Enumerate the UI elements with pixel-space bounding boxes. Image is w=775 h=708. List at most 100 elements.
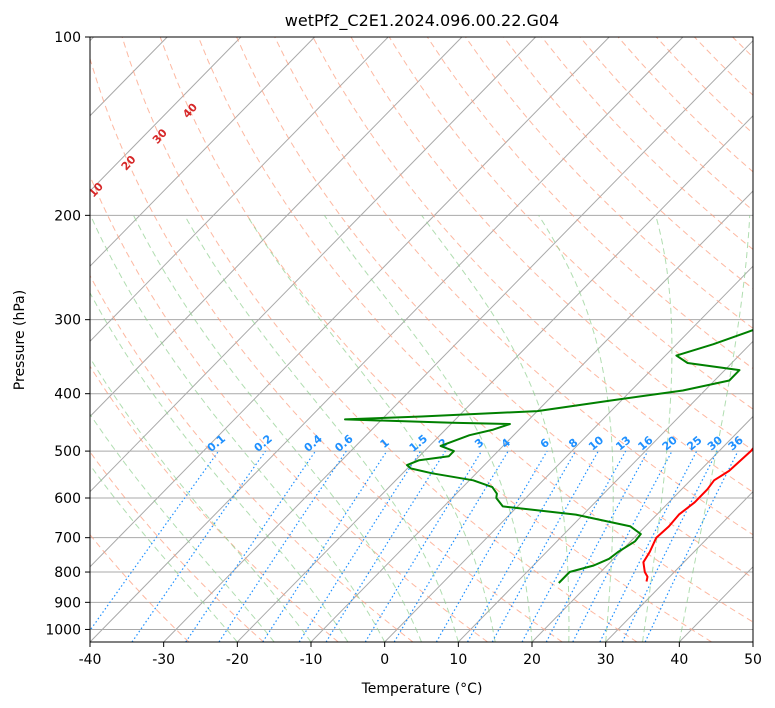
- dry-adiabat-line: [771, 37, 775, 642]
- mixing-ratio-line: [466, 450, 577, 642]
- x-tick-label: 10: [449, 652, 467, 668]
- x-tick-label: 0: [380, 652, 389, 668]
- y-tick-label: 900: [54, 595, 81, 611]
- chart-title: wetPf2_C2E1.2024.096.00.22.G04: [285, 11, 559, 31]
- moist-adiabat-line: [421, 215, 570, 642]
- mixing-ratio-line: [572, 450, 673, 642]
- mixing-ratio-line: [435, 450, 548, 642]
- mixing-ratio-line: [298, 450, 422, 642]
- dry-adiabat-line: [426, 37, 753, 370]
- dry-adiabat-line: [274, 37, 753, 536]
- moist-adiabat-line: [90, 215, 386, 642]
- dry-adiabat-line: [312, 37, 753, 493]
- dry-adiabat-line: [197, 37, 753, 623]
- isotherm-line: [605, 490, 753, 642]
- y-tick-label: 300: [54, 313, 81, 329]
- dry-adiabat-label: 20: [119, 153, 139, 173]
- dry-adiabat-line: [159, 37, 712, 642]
- dry-adiabat-line: [350, 37, 753, 451]
- mixing-ratio-line: [393, 450, 509, 642]
- mixing-ratio-line: [262, 450, 388, 642]
- mixing-ratio-label: 25: [684, 434, 704, 454]
- mixing-ratio-label: 20: [660, 433, 680, 453]
- y-tick-label: 500: [54, 444, 81, 460]
- x-tick-label: 30: [597, 652, 615, 668]
- moist-adiabat-line: [246, 215, 496, 642]
- isotherm-line: [163, 39, 753, 642]
- series-layer: [344, 329, 753, 584]
- dry-adiabat-line: [503, 37, 753, 290]
- dry-adiabat-line: [579, 37, 753, 212]
- dry-adiabat-line: [90, 175, 488, 642]
- isotherm-line: [90, 37, 315, 267]
- y-tick-label: 700: [54, 531, 81, 547]
- dry-adiabat-line: [694, 37, 753, 96]
- dry-adiabat-line: [236, 37, 753, 579]
- x-tick-label: 40: [670, 652, 688, 668]
- mixing-ratio-label: 13: [613, 434, 633, 454]
- x-tick-label: -10: [300, 652, 323, 668]
- grid-layer: [90, 37, 753, 630]
- mixing-ratio-line: [364, 450, 483, 642]
- mixing-ratio-label: 30: [705, 433, 725, 453]
- mixing-ratio-label: 36: [726, 433, 746, 453]
- moist-adiabat-line: [184, 215, 459, 642]
- isotherm-line: [90, 37, 536, 493]
- isotherm-line: [531, 415, 753, 642]
- y-tick-label: 1000: [45, 622, 81, 638]
- moist-adiabat-line: [90, 291, 349, 642]
- x-tick-label: -20: [226, 652, 249, 668]
- moist-adiabat-line: [133, 215, 422, 642]
- isotherm-line: [90, 37, 610, 568]
- isotherm-line: [384, 265, 753, 642]
- x-tick-label: 20: [523, 652, 541, 668]
- line-label-layer: 0.10.20.40.611.52346810131620253036-100-…: [16, 100, 746, 454]
- dry-adiabat-label: 30: [150, 126, 170, 146]
- isotherm-line: [457, 340, 753, 642]
- y-tick-label: 800: [54, 565, 81, 581]
- mixing-ratio-line: [90, 450, 220, 632]
- dry-adiabat-label: -10: [16, 235, 39, 259]
- dry-adiabat-line: [732, 37, 753, 58]
- x-axis-label: Temperature (°C): [361, 681, 483, 697]
- y-tick-label: 600: [54, 491, 81, 507]
- isotherm-line: [310, 190, 753, 642]
- y-tick-label: 200: [54, 208, 81, 224]
- moist-adiabat-line: [90, 464, 238, 642]
- dry-adiabat-label: 40: [180, 100, 200, 120]
- isotherm-line: [90, 37, 242, 192]
- moist-adiabat-line: [90, 356, 312, 642]
- dry-adiabat-line: [388, 37, 753, 410]
- dry-adiabat-layer: [90, 37, 775, 642]
- isotherm-line: [90, 37, 684, 642]
- mixing-ratio-label: 3: [472, 436, 486, 451]
- mixing-ratio-line: [131, 450, 266, 642]
- profile-series-line: [344, 329, 753, 584]
- mixing-ratio-layer: [90, 450, 739, 642]
- moist-adiabat-line: [323, 215, 533, 642]
- y-axis-label: Pressure (hPa): [12, 290, 28, 390]
- isotherm-line: [90, 37, 389, 343]
- mixing-ratio-line: [491, 450, 599, 642]
- mixing-ratio-label: 8: [566, 436, 580, 451]
- x-tick-label: -30: [152, 652, 175, 668]
- dry-adiabat-line: [90, 365, 339, 642]
- x-tick-label: 50: [744, 652, 762, 668]
- x-tick-label: -40: [79, 652, 102, 668]
- isotherm-line: [236, 115, 753, 642]
- y-tick-label: 100: [54, 30, 81, 46]
- mixing-ratio-line: [599, 450, 698, 642]
- profile-series-line: [642, 446, 753, 582]
- moist-adiabat-line: [642, 215, 673, 642]
- moist-adiabat-layer: [90, 215, 751, 642]
- moist-adiabat-line: [678, 215, 751, 642]
- isotherm-line: [90, 37, 463, 418]
- mixing-ratio-line: [621, 450, 718, 642]
- x-axis: -40 -30 -20 -10 0 10 20 30 40 50: [79, 642, 762, 668]
- plot-frame: [89, 36, 754, 643]
- y-tick-label: 400: [54, 387, 81, 403]
- dry-adiabat-line: [90, 451, 264, 642]
- mixing-ratio-label: 16: [635, 433, 655, 453]
- isotherm-line: [752, 641, 753, 642]
